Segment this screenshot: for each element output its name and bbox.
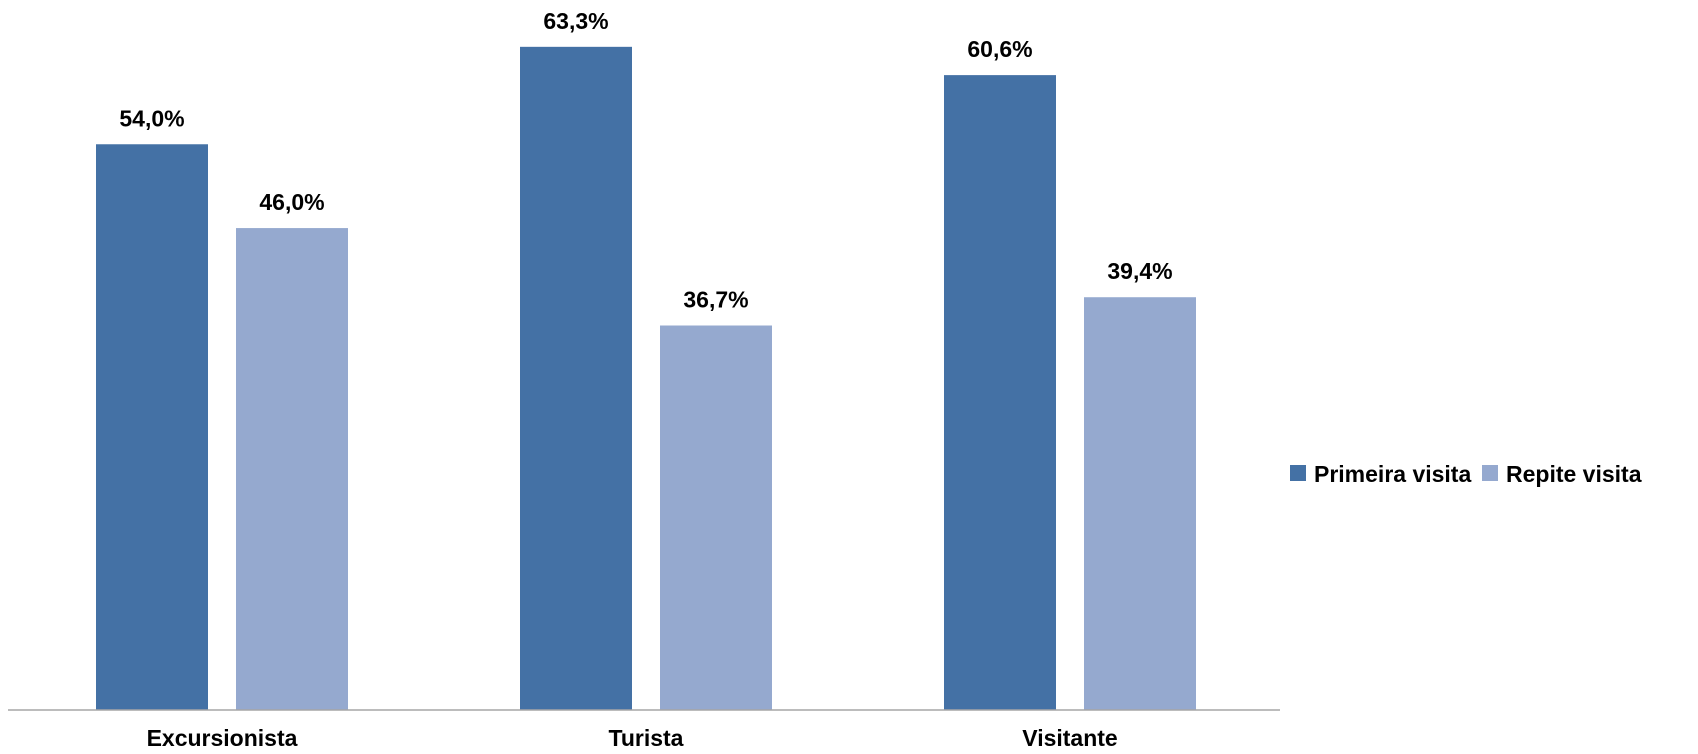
legend: Primeira visita Repite visita xyxy=(1290,461,1642,487)
data-label-excursionista-repite-visita: 46,0% xyxy=(259,189,324,215)
data-label-turista-primeira-visita: 63,3% xyxy=(543,8,608,34)
category-labels-group: Excursionista Turista Visitante xyxy=(147,725,1118,751)
category-label-visitante: Visitante xyxy=(1022,725,1117,751)
legend-swatch-primeira-visita xyxy=(1290,465,1306,481)
bar-visitante-repite-visita xyxy=(1084,297,1196,710)
data-labels-group: 54,0% 46,0% 63,3% 36,7% 60,6% 39,4% xyxy=(119,8,1172,313)
category-label-excursionista: Excursionista xyxy=(147,725,298,751)
category-label-turista: Turista xyxy=(609,725,684,751)
legend-swatch-repite-visita xyxy=(1482,465,1498,481)
data-label-turista-repite-visita: 36,7% xyxy=(683,287,748,313)
data-label-excursionista-primeira-visita: 54,0% xyxy=(119,105,184,131)
bar-visitante-primeira-visita xyxy=(944,75,1056,710)
bar-turista-repite-visita xyxy=(660,325,772,710)
legend-label-repite-visita: Repite visita xyxy=(1506,461,1642,487)
bar-excursionista-primeira-visita xyxy=(96,144,208,711)
data-label-visitante-primeira-visita: 60,6% xyxy=(967,36,1032,62)
bar-excursionista-repite-visita xyxy=(236,228,348,710)
bars-group xyxy=(96,46,1196,711)
bar-turista-primeira-visita xyxy=(520,46,632,711)
data-label-visitante-repite-visita: 39,4% xyxy=(1107,258,1172,284)
legend-label-primeira-visita: Primeira visita xyxy=(1314,461,1471,487)
